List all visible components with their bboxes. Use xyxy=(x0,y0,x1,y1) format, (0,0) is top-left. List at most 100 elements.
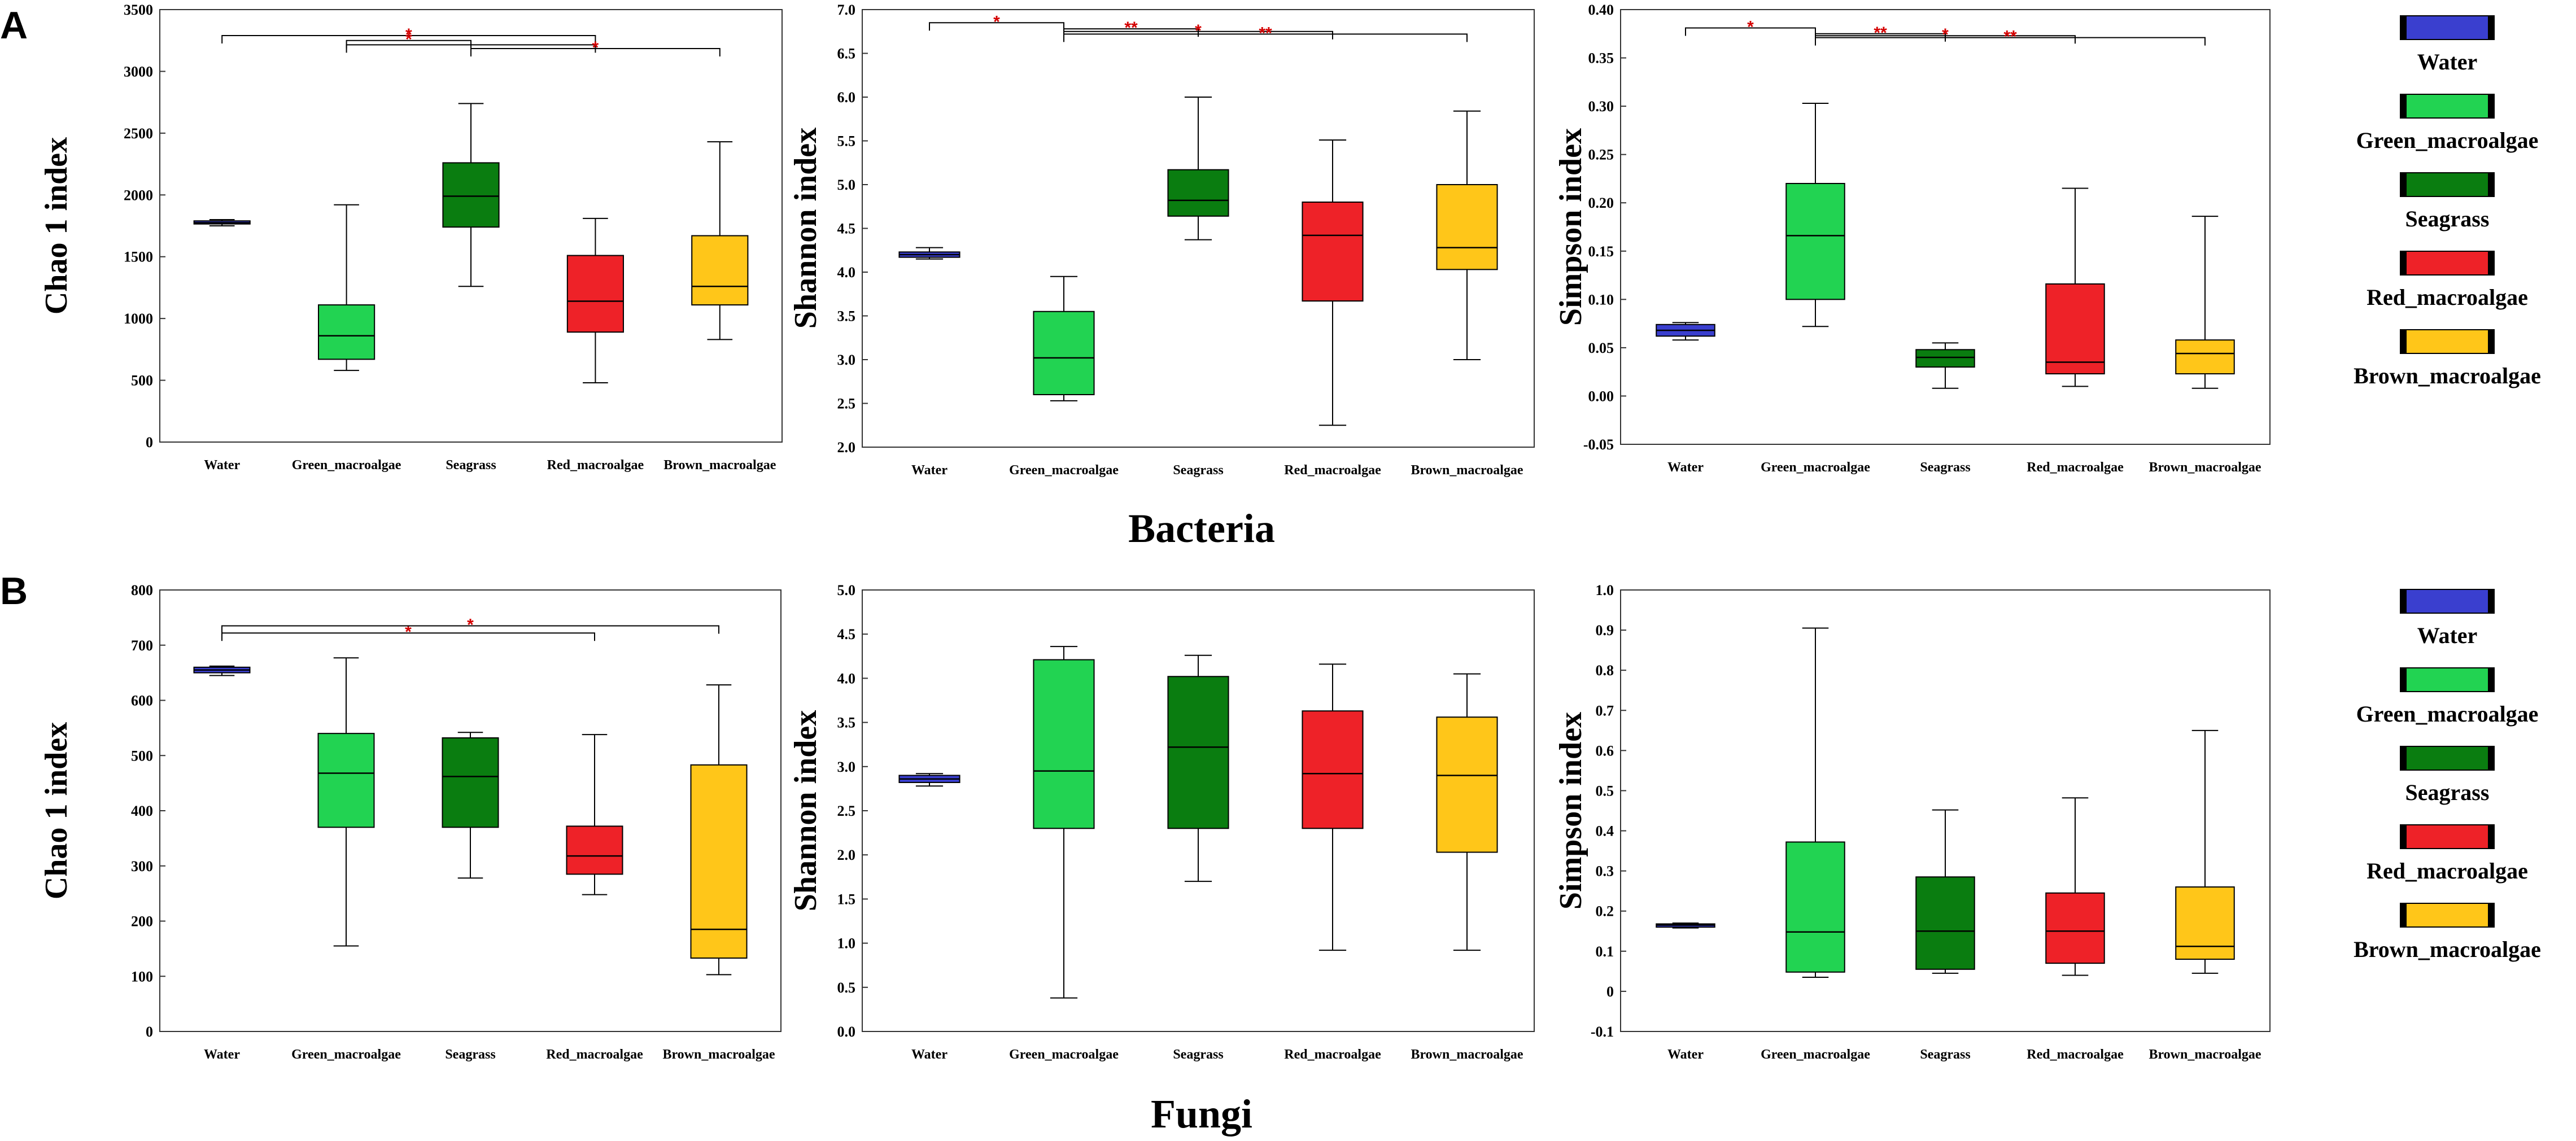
x-tick-label: Green_macroalgae xyxy=(1761,460,1870,475)
y-tick-label: 1.0 xyxy=(837,935,856,952)
legend-swatch-Seagrass xyxy=(2407,173,2488,196)
legend-swatch-Red_macroalgae xyxy=(2407,252,2488,274)
y-tick-label: 2.0 xyxy=(837,847,856,863)
x-tick-label: Green_macroalgae xyxy=(291,1047,401,1062)
x-tick-label: Water xyxy=(911,463,948,478)
significance-label: * xyxy=(405,623,412,641)
y-tick-label: 700 xyxy=(131,637,153,654)
significance-bracket xyxy=(1063,33,1468,42)
x-tick-label: Seagrass xyxy=(1173,1047,1223,1062)
chart-bacteria-simpson: -0.05 0.00 0.05 0.10 0.15 0.20 0.25 0.30 0.35 0.4… xyxy=(1553,2,2271,475)
y-tick-label: 6.0 xyxy=(837,89,856,106)
y-tick-label: 2500 xyxy=(124,125,153,142)
y-tick-label: 1000 xyxy=(124,311,153,327)
chart-fungi-chao1: 0 100 200 300 400 500 600 700 800 Chao 1 index Wat… xyxy=(39,582,781,1062)
significance-label: * xyxy=(467,616,474,635)
box-Brown_macroalgae xyxy=(2175,886,2235,960)
y-tick-label: 3500 xyxy=(124,2,153,18)
y-tick-label: 800 xyxy=(131,582,153,598)
y-tick-label: 0.20 xyxy=(1588,195,1614,211)
y-tick-label: 2.5 xyxy=(837,803,856,819)
legend-swatch-Red_macroalgae xyxy=(2407,825,2488,848)
significance-bracket xyxy=(1815,37,2206,46)
chart-fungi-shannon: 0.0 0.5 1.0 1.5 2.0 2.5 3.0 3.5 4.0 4.5 5.0 Shannon… xyxy=(788,582,1535,1062)
y-tick-label: 0.0 xyxy=(837,1024,856,1040)
y-tick-label: 3000 xyxy=(124,63,153,80)
legend-label: Seagrass xyxy=(2405,206,2490,231)
box-Seagrass xyxy=(1915,349,1975,368)
box-Red_macroalgae xyxy=(2045,892,2105,964)
y-tick-label: 0 xyxy=(1606,983,1614,1000)
significance-label: * xyxy=(592,38,599,57)
significance-bracket xyxy=(221,625,719,634)
x-tick-label: Green_macroalgae xyxy=(1009,1047,1119,1062)
y-axis-label: Simpson index xyxy=(1553,128,1588,326)
y-tick-label: 0.15 xyxy=(1588,243,1614,260)
x-tick-label: Green_macroalgae xyxy=(292,458,401,473)
legend-fungi: Water Green_macroalgae Seagrass Red_macroal… xyxy=(2354,589,2541,962)
y-tick-label: 0.6 xyxy=(1596,742,1614,759)
x-tick-label: Red_macroalgae xyxy=(546,1047,643,1062)
x-tick-label: Brown_macroalgae xyxy=(663,458,776,473)
y-tick-label: 5.0 xyxy=(837,177,856,193)
y-tick-label: 3.5 xyxy=(837,715,856,731)
legend-swatch-Brown_macroalgae xyxy=(2407,330,2488,353)
y-tick-label: 0 xyxy=(146,434,153,451)
x-tick-label: Red_macroalgae xyxy=(1284,463,1381,478)
y-tick-label: 400 xyxy=(131,803,153,819)
box-Brown_macroalgae xyxy=(691,235,749,306)
y-tick-label: 2.0 xyxy=(837,439,856,456)
significance-bracket xyxy=(221,34,596,43)
y-tick-label: 300 xyxy=(131,858,153,875)
y-tick-label: 0.5 xyxy=(1596,782,1614,799)
box-Green_macroalgae xyxy=(318,304,376,360)
significance-label: ** xyxy=(2003,28,2017,46)
y-tick-label: 0.30 xyxy=(1588,98,1614,115)
chart-fungi-simpson: -0.1 0 0.1 0.2 0.3 0.4 0.5 0.6 0.7 0.8 0.9 1.0 Simps… xyxy=(1553,582,2271,1062)
y-tick-label: 0.25 xyxy=(1588,147,1614,163)
significance-label: ** xyxy=(1124,19,1138,37)
y-tick-label: 1.5 xyxy=(837,891,856,907)
box-Red_macroalgae xyxy=(1302,710,1364,829)
y-tick-label: 1500 xyxy=(124,249,153,265)
x-tick-label: Red_macroalgae xyxy=(2027,460,2124,475)
y-tick-label: 100 xyxy=(131,968,153,985)
box-Brown_macroalgae xyxy=(1436,184,1498,270)
chart-bacteria-chao1: 0 500 1000 1500 2000 2500 3000 3500 Chao 1 index… xyxy=(39,2,783,473)
x-tick-label: Water xyxy=(204,1047,240,1062)
y-tick-label: 0.00 xyxy=(1588,388,1614,404)
significance-label: * xyxy=(1942,25,1949,44)
y-tick-label: 0.3 xyxy=(1596,863,1614,880)
y-tick-label: 5.0 xyxy=(837,582,856,598)
y-tick-label: 0.8 xyxy=(1596,662,1614,679)
y-tick-label: 0.1 xyxy=(1596,943,1614,960)
y-tick-label: 0.4 xyxy=(1596,823,1614,840)
y-tick-label: -0.05 xyxy=(1583,436,1614,453)
significance-label: ** xyxy=(1259,24,1272,42)
significance-label: * xyxy=(1747,18,1754,37)
box-Seagrass xyxy=(1915,876,1975,970)
box-Red_macroalgae xyxy=(566,255,624,333)
x-tick-label: Brown_macroalgae xyxy=(1411,1047,1523,1062)
legend-label: Green_macroalgae xyxy=(2356,701,2539,727)
x-tick-label: Seagrass xyxy=(1920,460,1970,475)
y-tick-label: 1.0 xyxy=(1596,582,1614,598)
y-tick-label: 4.5 xyxy=(837,221,856,237)
legend-label: Water xyxy=(2417,623,2478,648)
legend-swatch-Water xyxy=(2407,590,2488,613)
significance-label: * xyxy=(1195,21,1202,40)
y-tick-label: 7.0 xyxy=(837,2,856,18)
y-tick-label: 0.35 xyxy=(1588,50,1614,67)
y-tick-label: 0.5 xyxy=(837,980,856,996)
box-Brown_macroalgae xyxy=(1436,716,1498,853)
y-tick-label: 2000 xyxy=(124,187,153,203)
x-tick-label: Brown_macroalgae xyxy=(662,1047,775,1062)
legend-swatch-Water xyxy=(2407,16,2488,39)
x-tick-label: Seagrass xyxy=(445,1047,495,1062)
x-tick-label: Water xyxy=(1667,1047,1704,1062)
box-Red_macroalgae xyxy=(566,825,623,875)
y-tick-label: 500 xyxy=(131,747,153,764)
legend-swatch-Green_macroalgae xyxy=(2407,668,2488,691)
x-tick-label: Seagrass xyxy=(1173,463,1223,478)
box-Red_macroalgae xyxy=(1302,202,1364,302)
